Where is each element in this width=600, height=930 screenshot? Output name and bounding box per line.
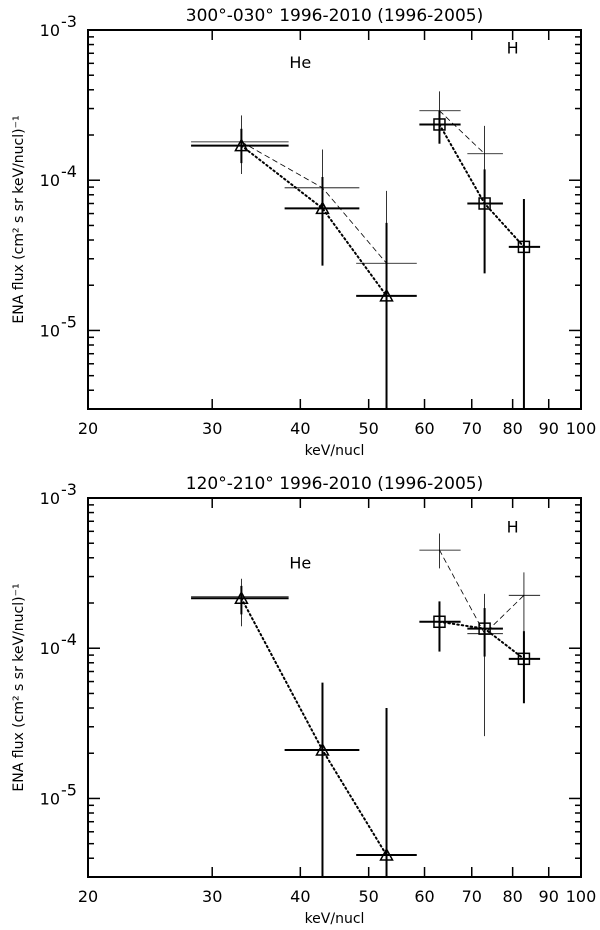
- data-layer: [191, 533, 541, 877]
- x-tick-label: 70: [462, 419, 482, 438]
- x-tick-label: 20: [78, 887, 98, 906]
- series-he-1996-2010: [191, 128, 417, 409]
- y-tick-exponent: -4: [61, 630, 77, 649]
- y-axis-label: ENA flux (cm² s sr keV/nucl)⁻¹: [11, 583, 27, 791]
- x-tick-label: 30: [202, 887, 222, 906]
- x-tick-label: 100: [566, 887, 597, 906]
- y-tick-label: 10: [40, 489, 60, 508]
- series-line: [438, 123, 525, 248]
- x-axis-label: keV/nucl: [305, 443, 365, 459]
- species-label: H: [507, 517, 519, 536]
- series-line: [240, 141, 387, 264]
- series-h-1996-2010: [419, 601, 541, 704]
- data-layer: [191, 91, 541, 409]
- data-point-square: [433, 118, 446, 131]
- y-tick-exponent: -3: [61, 12, 77, 31]
- series-he-1996-2005: [191, 578, 289, 627]
- data-point-triangle: [379, 288, 394, 302]
- plot-frame: [87, 497, 582, 878]
- plot-frame: [87, 29, 582, 410]
- data-point-square: [478, 197, 491, 210]
- x-tick-label: 50: [358, 887, 378, 906]
- x-tick-label: 80: [502, 887, 522, 906]
- species-label: He: [289, 553, 311, 572]
- series-h-1996-2005: [419, 91, 503, 195]
- data-point-triangle: [315, 200, 330, 215]
- chart-panel-1: 300°-030° 1996-2010 (1996-2005) 20 30 40 50 6…: [11, 6, 596, 459]
- x-tick-label: 90: [539, 887, 559, 906]
- x-tick-label: 60: [414, 419, 434, 438]
- data-point-square: [517, 652, 531, 666]
- y-tick-label: 10: [40, 639, 60, 658]
- series-line: [240, 597, 388, 857]
- y-tick-label: 10: [40, 21, 60, 40]
- y-tick-exponent: -5: [61, 780, 77, 799]
- x-tick-label: 40: [290, 419, 310, 438]
- x-tick-label: 50: [358, 419, 378, 438]
- chart-title: 300°-030° 1996-2010 (1996-2005): [186, 6, 483, 26]
- y-tick-label: 10: [40, 171, 60, 190]
- species-label: H: [507, 38, 519, 57]
- series-line: [439, 110, 485, 155]
- data-point-square: [478, 622, 491, 635]
- series-he-1996-2005: [191, 115, 417, 409]
- x-axis-label: keV/nucl: [305, 911, 365, 927]
- x-tick-label: 70: [462, 887, 482, 906]
- data-point-triangle: [234, 138, 249, 152]
- series-line: [240, 144, 388, 297]
- y-tick-exponent: -4: [61, 162, 77, 181]
- chart-title: 120°-210° 1996-2010 (1996-2005): [186, 474, 483, 494]
- y-tick-label: 10: [40, 789, 60, 808]
- series-line: [438, 620, 525, 660]
- data-point-square: [517, 240, 531, 254]
- x-tick-label: 20: [78, 419, 98, 438]
- chart-panel-2: 120°-210° 1996-2010 (1996-2005) 20 30 40 50 6…: [11, 474, 596, 927]
- y-tick-exponent: -5: [61, 312, 77, 331]
- data-point-triangle: [379, 847, 394, 861]
- y-tick-label: 10: [40, 321, 60, 340]
- data-point-triangle: [234, 590, 249, 605]
- y-tick-exponent: -3: [61, 480, 77, 499]
- data-point-triangle: [315, 742, 330, 756]
- x-tick-label: 30: [202, 419, 222, 438]
- x-tick-label: 90: [539, 419, 559, 438]
- x-tick-label: 80: [502, 419, 522, 438]
- x-tick-label: 100: [566, 419, 597, 438]
- species-label: He: [289, 53, 311, 72]
- x-tick-label: 60: [414, 887, 434, 906]
- data-point-square: [433, 615, 446, 629]
- x-tick-label: 40: [290, 887, 310, 906]
- y-axis-label: ENA flux (cm² s sr keV/nucl)⁻¹: [11, 115, 27, 323]
- series-he-1996-2010: [191, 585, 417, 877]
- series-h-1996-2010: [419, 110, 541, 409]
